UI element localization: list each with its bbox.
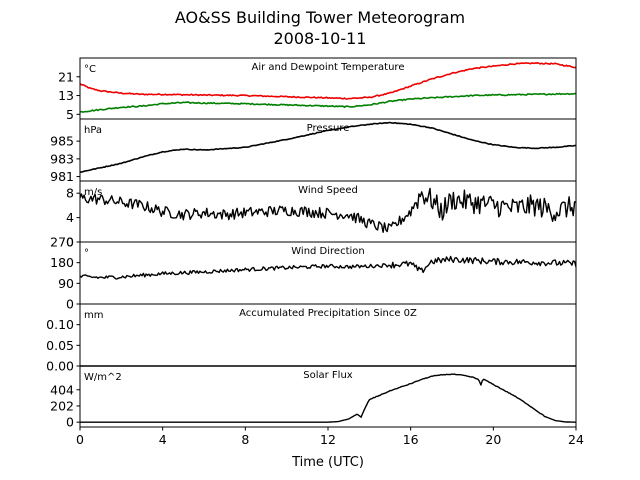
y-tick-label: 5: [66, 107, 74, 122]
unit-label: W/m^2: [84, 372, 122, 383]
panel-1: 5 13 21 °C Air and Dewpoint Temperature: [58, 57, 577, 122]
panel-title: Accumulated Precipitation Since 0Z: [239, 308, 417, 319]
panel-title: Air and Dewpoint Temperature: [252, 62, 405, 73]
y-tick-label: 0.10: [46, 317, 74, 332]
chart-title-line2: 2008-10-11: [273, 29, 367, 48]
series-line-1-2: [79, 92, 577, 113]
panel-title: Wind Direction: [291, 246, 365, 257]
x-tick-label: 24: [568, 432, 584, 447]
panel-2: 981 983 985 hPa Pressure: [50, 118, 577, 184]
y-tick-label: 202: [50, 398, 74, 413]
unit-label: °: [84, 248, 89, 259]
panel-4: 0 90 180 270 ° Wind Direction: [50, 235, 577, 312]
x-tick-label: 0: [76, 432, 84, 447]
y-tick-label: 21: [58, 69, 74, 84]
panel-title: Pressure: [307, 123, 350, 134]
panel-title: Solar Flux: [303, 370, 353, 381]
y-tick-label: 13: [58, 88, 74, 103]
chart-title-line1: AO&SS Building Tower Meteorogram: [174, 8, 466, 27]
y-tick-label: 404: [50, 382, 74, 397]
x-tick-label: 16: [403, 432, 419, 447]
y-tick-label: 8: [66, 186, 74, 201]
y-tick-label: 983: [50, 151, 74, 166]
y-tick-label: 0: [66, 235, 74, 250]
y-tick-label: 0.05: [46, 338, 74, 353]
unit-label: m/s: [84, 187, 102, 198]
unit-label: °C: [84, 64, 96, 75]
unit-label: hPa: [84, 125, 102, 136]
y-tick-label: 270: [50, 235, 74, 250]
y-tick-label: 0: [66, 297, 74, 312]
series-line-3-1: [79, 187, 577, 234]
panel-5: 0.00 0.05 0.10 mm Accumulated Precipitation …: [46, 303, 577, 374]
x-axis-label: Time (UTC): [291, 455, 364, 470]
y-tick-label: 4: [66, 210, 74, 225]
series-line-1-1: [79, 61, 577, 100]
y-tick-label: 90: [58, 276, 74, 291]
series-line-2-1: [80, 121, 577, 173]
panel-3: 0 4 8 m/s Wind Speed: [66, 180, 577, 250]
series-line-4-1: [79, 255, 577, 280]
x-axis: 0 4 8 12 16 20 24 Time (UTC): [76, 427, 584, 470]
series-line-6-1: [80, 373, 576, 423]
unit-label: mm: [84, 310, 103, 321]
y-tick-label: 180: [50, 255, 74, 270]
x-tick-label: 4: [159, 432, 167, 447]
y-tick-label: 985: [50, 134, 74, 149]
y-tick-label: 981: [50, 169, 74, 184]
panel-title: Wind Speed: [298, 185, 358, 196]
y-tick-label: 0.00: [46, 359, 74, 374]
x-tick-label: 8: [241, 432, 249, 447]
x-tick-label: 12: [320, 432, 336, 447]
y-tick-label: 0: [66, 415, 74, 430]
x-tick-label: 20: [485, 432, 501, 447]
